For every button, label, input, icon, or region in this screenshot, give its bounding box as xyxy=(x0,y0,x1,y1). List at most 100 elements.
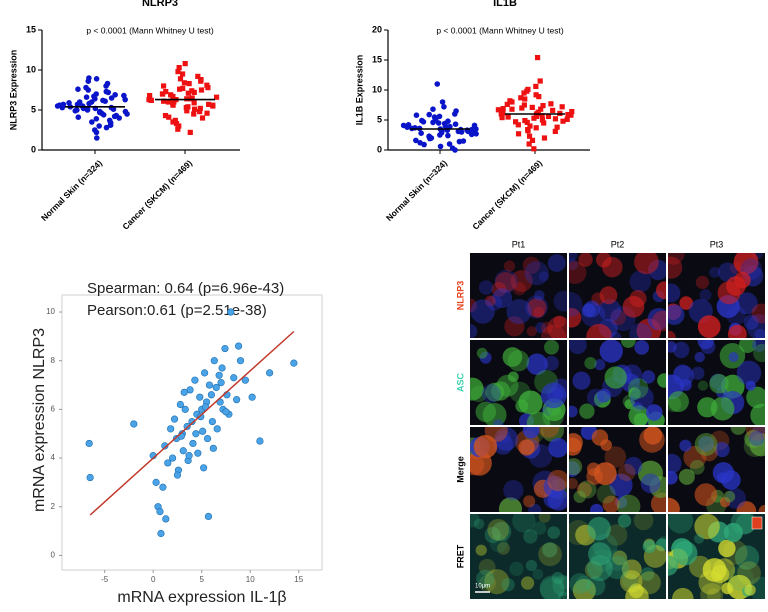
cell xyxy=(528,503,542,512)
data-point xyxy=(529,137,536,143)
data-point xyxy=(182,61,188,67)
cell xyxy=(639,427,665,453)
data-point xyxy=(93,76,100,82)
data-point xyxy=(184,108,190,114)
data-point xyxy=(545,113,552,119)
data-point xyxy=(206,101,212,107)
data-point xyxy=(181,405,189,413)
data-point xyxy=(194,449,202,457)
cell xyxy=(484,295,496,307)
cell xyxy=(706,588,721,599)
data-point xyxy=(430,106,436,112)
data-point xyxy=(550,107,556,113)
cell xyxy=(526,326,537,337)
cell xyxy=(584,357,597,370)
x-tick-label: Cancer (SKCM) (n=469) xyxy=(120,158,194,232)
data-point xyxy=(413,137,419,144)
cell xyxy=(558,576,567,590)
data-point xyxy=(74,107,80,113)
cell xyxy=(487,518,510,541)
data-point xyxy=(85,439,93,448)
cell xyxy=(587,516,611,541)
cell xyxy=(470,514,480,528)
cell xyxy=(751,303,765,324)
cell xyxy=(581,303,596,318)
cell xyxy=(595,253,612,268)
data-point xyxy=(452,121,459,127)
cell xyxy=(633,514,654,531)
cell xyxy=(734,545,760,570)
y-tick-label: 5 xyxy=(31,104,36,114)
data-point xyxy=(290,359,298,367)
data-point xyxy=(168,454,177,462)
data-point xyxy=(147,93,153,99)
data-point xyxy=(89,119,95,125)
data-point xyxy=(75,86,81,92)
cell xyxy=(512,282,526,296)
data-point xyxy=(233,396,241,404)
data-point xyxy=(195,73,201,79)
data-point xyxy=(183,422,191,431)
data-point xyxy=(452,147,458,153)
data-point xyxy=(210,357,218,365)
data-point xyxy=(533,125,539,131)
data-point xyxy=(196,393,204,401)
cell xyxy=(691,366,705,380)
cell xyxy=(506,299,532,325)
cell xyxy=(518,439,535,456)
data-point xyxy=(183,105,189,111)
micrograph xyxy=(668,427,765,512)
data-point xyxy=(531,146,537,152)
cell xyxy=(628,583,644,599)
y-axis-label: NLRP3 Expression xyxy=(8,50,18,131)
data-point xyxy=(197,109,203,115)
data-point xyxy=(170,119,176,125)
y-tick-label: 15 xyxy=(372,54,382,64)
cell xyxy=(478,574,496,592)
cell xyxy=(610,309,627,326)
cell xyxy=(694,351,705,363)
x-tick-label: Normal Skin (n=324) xyxy=(39,158,104,223)
data-point xyxy=(175,126,181,132)
data-point xyxy=(161,442,169,450)
y-tick-label: 15 xyxy=(26,24,36,34)
data-point xyxy=(455,128,462,135)
data-point xyxy=(173,471,182,479)
data-point xyxy=(100,112,107,118)
cell xyxy=(484,569,510,595)
cell xyxy=(629,385,654,410)
cell xyxy=(679,439,692,452)
cell xyxy=(655,538,666,552)
data-point xyxy=(122,96,128,103)
data-point xyxy=(418,130,424,136)
data-point xyxy=(470,129,477,136)
cell xyxy=(672,587,694,599)
cell xyxy=(748,430,765,446)
y-tick-label: 5 xyxy=(377,114,382,124)
data-point xyxy=(177,76,184,82)
cell xyxy=(491,282,507,297)
data-point xyxy=(536,94,542,100)
cell xyxy=(753,343,765,363)
cell xyxy=(723,522,743,542)
data-point xyxy=(94,135,100,141)
cell xyxy=(544,340,559,355)
data-point xyxy=(500,110,506,116)
row-label: FRET xyxy=(455,544,465,568)
data-point xyxy=(159,483,167,491)
data-point xyxy=(83,84,89,91)
data-point xyxy=(434,81,441,87)
cell xyxy=(532,568,544,580)
data-point xyxy=(515,131,522,137)
cell xyxy=(547,469,567,492)
cell xyxy=(640,567,655,581)
data-point xyxy=(176,123,182,129)
cell xyxy=(610,331,622,338)
data-point xyxy=(445,118,451,124)
cell xyxy=(497,430,511,444)
data-point xyxy=(96,109,103,116)
data-point xyxy=(205,381,214,389)
cell xyxy=(551,378,567,399)
data-point xyxy=(122,108,129,115)
data-point xyxy=(204,110,210,116)
